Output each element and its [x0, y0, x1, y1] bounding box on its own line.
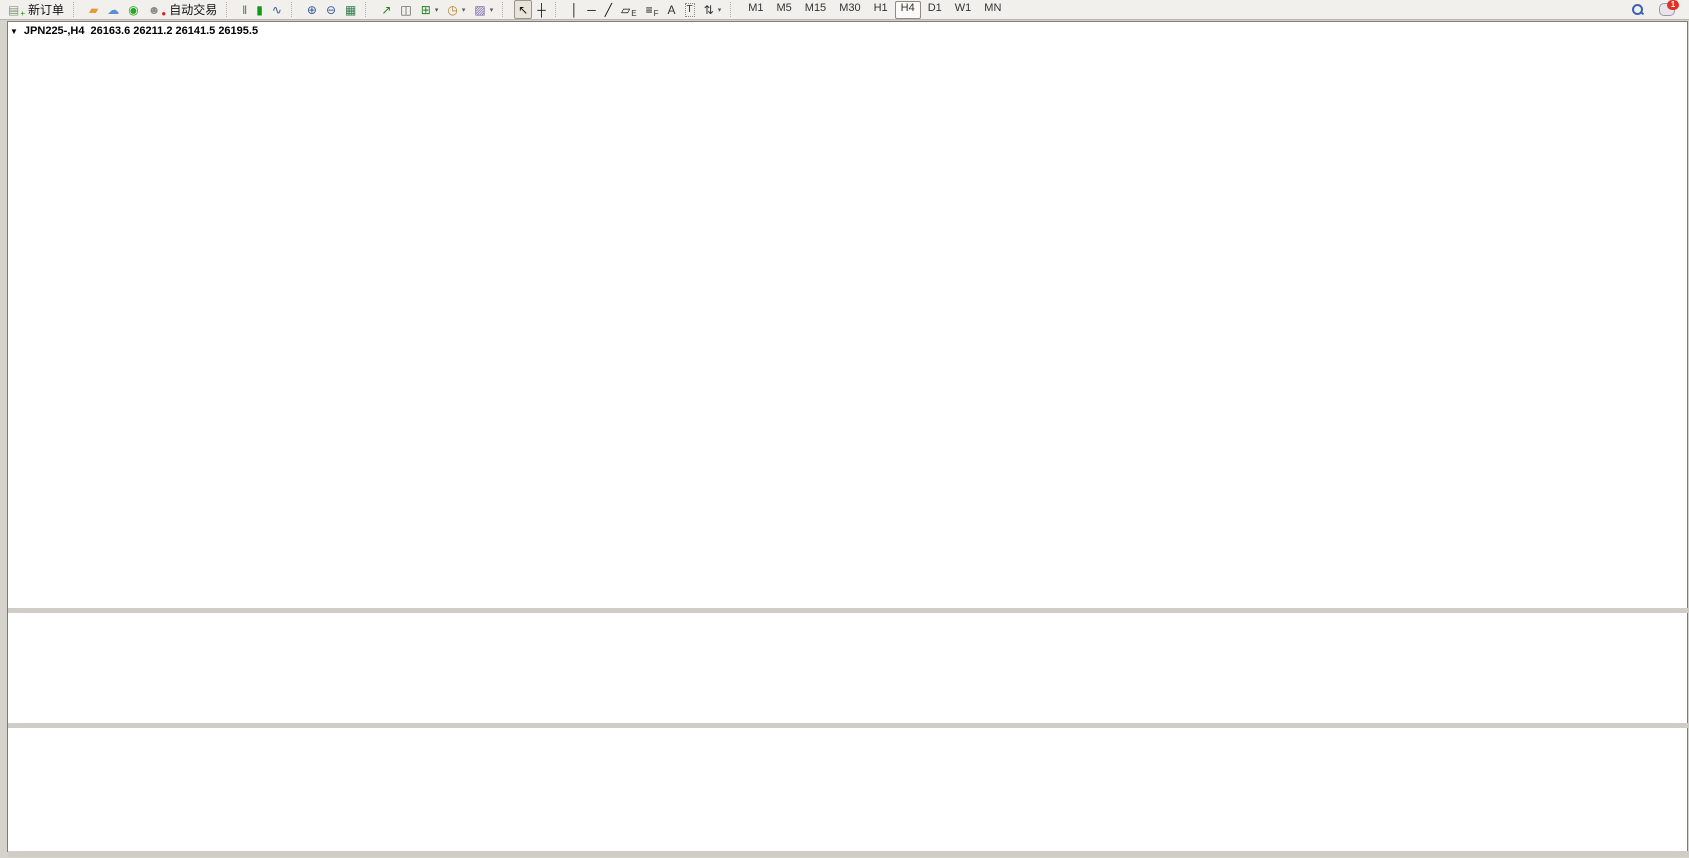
tile-icon: ▦: [345, 2, 357, 17]
auto-trading-badge-icon: ●: [161, 9, 167, 18]
zoom-in-button[interactable]: ⊕: [303, 0, 321, 19]
line-chart-button[interactable]: ∿: [268, 0, 286, 19]
chat-icon: 1: [1659, 0, 1679, 16]
crosshair-button[interactable]: ┼: [533, 0, 550, 19]
indicators-icon: ↗: [381, 2, 392, 17]
icon-sub-label: E: [631, 9, 637, 18]
main-toolbar: ▤ + 新订单 ▰ ☁ ◉ ☻ ● 自动交易 ‖ ▮ ∿ ⊕ ⊖ ▦ ↗ ◫ ⊞ ▾ ◷ ▾ ▨ ▾ ↖ ┼ │ ─ ╱ ▱ E ≡ F A T ⇅…: [0, 0, 1689, 20]
zoom-in-icon: ⊕: [306, 2, 317, 17]
template-icon: ▨: [474, 2, 486, 17]
search-icon: [1632, 4, 1643, 15]
objects-list-button[interactable]: ◫: [396, 0, 415, 19]
icon-sub-label: F: [653, 9, 659, 18]
bar-chart-icon: ‖: [242, 2, 248, 17]
timeframe-m5-button[interactable]: M5: [776, 1, 792, 14]
trendline-icon: ╱: [604, 2, 613, 17]
period-icon: ◷: [447, 2, 458, 17]
template-button[interactable]: ▨ ▾: [470, 0, 497, 19]
chat-button[interactable]: 1: [1655, 0, 1679, 19]
zoom-out-icon: ⊖: [325, 2, 337, 17]
objects-icon: ◫: [400, 2, 412, 17]
text-icon: A: [667, 2, 676, 17]
bar-chart-button[interactable]: ‖: [238, 0, 251, 19]
new-order-button[interactable]: ▤ + 新订单: [4, 0, 68, 19]
trendline-button[interactable]: ╱: [601, 0, 616, 19]
indicators-list-button[interactable]: ↗: [377, 0, 395, 19]
ohlc-quote-label: 26163.6 26211.2 26141.5 26195.5: [90, 25, 259, 37]
auto-trading-button[interactable]: ☻ ● 自动交易: [144, 0, 222, 19]
community-button[interactable]: ☁: [103, 0, 123, 19]
candlestick-chart-button[interactable]: ▮: [252, 0, 267, 19]
timeframe-d1-button[interactable]: D1: [927, 1, 942, 14]
equidistant-channel-button[interactable]: ▱ E: [617, 0, 641, 19]
chart-title-bar: ▼ JPN225-,H4 26163.6 26211.2 26141.5 261…: [10, 24, 258, 38]
chart-window[interactable]: [7, 21, 1688, 852]
candle-chart-icon: ▮: [256, 2, 263, 17]
toolbar-separator: [730, 2, 738, 17]
vline-icon: │: [570, 2, 579, 17]
timeframe-m15-button[interactable]: M15: [804, 1, 827, 14]
horizontal-line-button[interactable]: ─: [583, 0, 600, 19]
symbol-period-label: JPN225-,H4: [23, 25, 85, 37]
toolbar-button-label: 新订单: [28, 3, 65, 17]
toolbar-separator: [290, 2, 299, 17]
dropdown-arrow-icon: ▾: [434, 6, 439, 14]
cursor-button[interactable]: ↖: [514, 0, 533, 19]
collapse-chart-icon[interactable]: ▼: [10, 26, 18, 36]
community-icon: ☁: [107, 2, 120, 17]
timeframe-h4-button[interactable]: H4: [894, 0, 921, 19]
new-order-badge-icon: +: [20, 9, 26, 18]
shapes-button[interactable]: ⇅ ▾: [700, 0, 726, 19]
toolbar-button-label: 自动交易: [169, 3, 218, 17]
fibo-icon: ≡: [645, 2, 653, 17]
dropdown-arrow-icon: ▾: [717, 6, 722, 14]
notification-badge: 1: [1667, 0, 1679, 10]
hline-icon: ─: [587, 2, 596, 17]
eraser-icon: ▰: [89, 2, 99, 17]
cursor-icon: ↖: [518, 2, 529, 17]
toolbar-separator: [502, 2, 510, 17]
search-button[interactable]: [1628, 0, 1647, 19]
toolbar-separator: [365, 2, 373, 17]
fibonacci-button[interactable]: ≡ F: [642, 0, 663, 19]
timeframe-m30-button[interactable]: M30: [839, 1, 861, 14]
vertical-line-button[interactable]: │: [567, 0, 583, 19]
broadcast-button[interactable]: ◉: [124, 0, 142, 19]
dropdown-arrow-icon: ▾: [489, 6, 494, 14]
broadcast-icon: ◉: [128, 2, 139, 17]
auto-trading-icon: ☻: [147, 2, 161, 17]
zoom-out-button[interactable]: ⊖: [322, 0, 340, 19]
channel-icon: ▱: [621, 2, 631, 17]
timeframe-m1-button[interactable]: M1: [748, 1, 764, 14]
toolbar-separator: [73, 2, 81, 17]
period-button[interactable]: ◷ ▾: [443, 0, 469, 19]
text-button[interactable]: A: [664, 0, 680, 19]
line-chart-icon: ∿: [271, 2, 282, 17]
dropdown-arrow-icon: ▾: [461, 6, 466, 14]
eraser-button[interactable]: ▰: [85, 0, 102, 19]
label-icon: T: [684, 2, 695, 17]
crosshair-icon: ┼: [537, 2, 546, 17]
tile-windows-button[interactable]: ▦: [341, 0, 360, 19]
text-label-button[interactable]: T: [681, 0, 699, 19]
add-chart-icon: ⊞: [420, 2, 431, 17]
toolbar-separator: [226, 2, 234, 17]
toolbar-separator: [554, 2, 563, 17]
new-order-icon: ▤: [8, 2, 20, 17]
timeframe-mn-button[interactable]: MN: [984, 1, 1002, 14]
shapes-icon: ⇅: [703, 2, 714, 17]
add-chart-button[interactable]: ⊞ ▾: [417, 0, 443, 19]
timeframe-w1-button[interactable]: W1: [954, 1, 972, 14]
timeframe-h1-button[interactable]: H1: [873, 1, 888, 14]
